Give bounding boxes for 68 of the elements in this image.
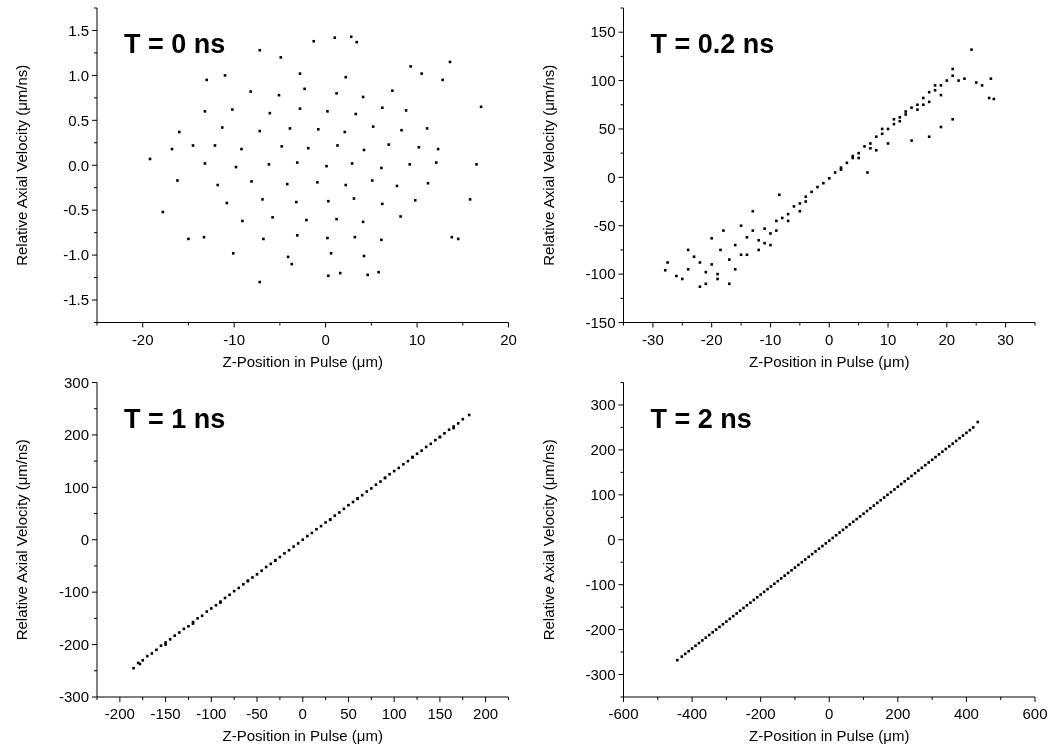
y-tick-label: -100 — [585, 575, 616, 593]
y-tick-label: 0.5 — [68, 111, 89, 129]
x-tick-label: -20 — [700, 330, 723, 348]
x-tick-label: -10 — [223, 330, 246, 348]
x-tick-label: -10 — [759, 330, 782, 348]
x-tick-label: -30 — [642, 330, 664, 348]
x-tick-label: -20 — [131, 330, 154, 348]
x-tick-label: 30 — [997, 330, 1014, 348]
y-axis-title: Relative Axial Velocity (μm/ns) — [539, 64, 557, 266]
x-axis-title: Z-Position in Pulse (μm) — [222, 727, 383, 744]
x-tick-label: 400 — [953, 705, 979, 722]
y-tick-label: 200 — [590, 441, 616, 459]
y-tick-label: 0 — [607, 168, 616, 186]
x-tick-label: 10 — [879, 330, 897, 348]
y-tick-label: 1.5 — [68, 21, 89, 39]
x-tick-label: 0 — [298, 705, 307, 722]
x-tick-label: -200 — [104, 705, 135, 722]
y-tick-label: 200 — [63, 426, 89, 444]
y-tick-label: 300 — [63, 373, 89, 391]
y-tick-label: 0 — [80, 531, 89, 548]
y-axis-title: Relative Axial Velocity (μm/ns) — [13, 439, 30, 641]
y-tick-label: 100 — [63, 478, 89, 496]
y-tick-label: -0.5 — [63, 201, 89, 219]
y-axis-title: Relative Axial Velocity (μm/ns) — [539, 439, 557, 641]
y-tick-label: -150 — [585, 313, 616, 331]
y-tick-label: 1.0 — [68, 66, 89, 84]
x-tick-label: 0 — [825, 330, 834, 348]
x-axis-title: Z-Position in Pulse (μm) — [749, 727, 910, 744]
x-tick-label: -200 — [745, 705, 776, 722]
y-tick-label: -50 — [593, 216, 616, 234]
x-tick-label: 150 — [427, 705, 453, 722]
y-tick-label: 300 — [590, 396, 616, 414]
x-tick-label: 0 — [321, 330, 330, 348]
x-tick-label: 200 — [885, 705, 911, 722]
text: T = 0.2 ns — [650, 29, 775, 59]
text: T = 0 ns — [124, 29, 226, 59]
y-axis-title: Relative Axial Velocity (μm/ns) — [13, 64, 30, 266]
y-tick-label: 0 — [607, 531, 616, 548]
x-tick-label: 20 — [500, 330, 517, 348]
y-tick-label: 0.0 — [68, 156, 89, 174]
text: T = 2 ns — [650, 403, 752, 434]
y-tick-label: -1.5 — [63, 291, 89, 309]
x-tick-label: -600 — [608, 705, 639, 722]
y-tick-label: -300 — [58, 688, 89, 706]
y-tick-label: 50 — [598, 120, 616, 138]
y-tick-label: 100 — [590, 486, 616, 504]
x-tick-label: 600 — [1022, 705, 1048, 722]
x-axis-title: Z-Position in Pulse (μm) — [749, 352, 910, 370]
x-tick-label: -150 — [150, 705, 181, 722]
x-tick-label: 200 — [473, 705, 499, 722]
y-tick-label: -200 — [58, 635, 89, 653]
x-tick-label: 10 — [408, 330, 426, 348]
x-axis-title: Z-Position in Pulse (μm) — [222, 352, 383, 370]
x-tick-label: -400 — [677, 705, 708, 722]
y-tick-label: -100 — [58, 583, 89, 601]
x-tick-label: 0 — [825, 705, 834, 722]
x-tick-label: -100 — [196, 705, 227, 722]
x-tick-label: 20 — [938, 330, 956, 348]
y-tick-label: 150 — [590, 23, 616, 41]
y-tick-label: -1.0 — [63, 246, 89, 264]
x-tick-label: 100 — [381, 705, 407, 722]
y-tick-label: -100 — [585, 265, 616, 283]
x-tick-label: 50 — [340, 705, 357, 722]
text: T = 1 ns — [124, 403, 226, 434]
y-tick-label: -300 — [585, 665, 616, 683]
x-tick-label: -50 — [246, 705, 268, 722]
y-tick-label: -200 — [585, 620, 616, 638]
y-tick-label: 100 — [590, 71, 616, 89]
